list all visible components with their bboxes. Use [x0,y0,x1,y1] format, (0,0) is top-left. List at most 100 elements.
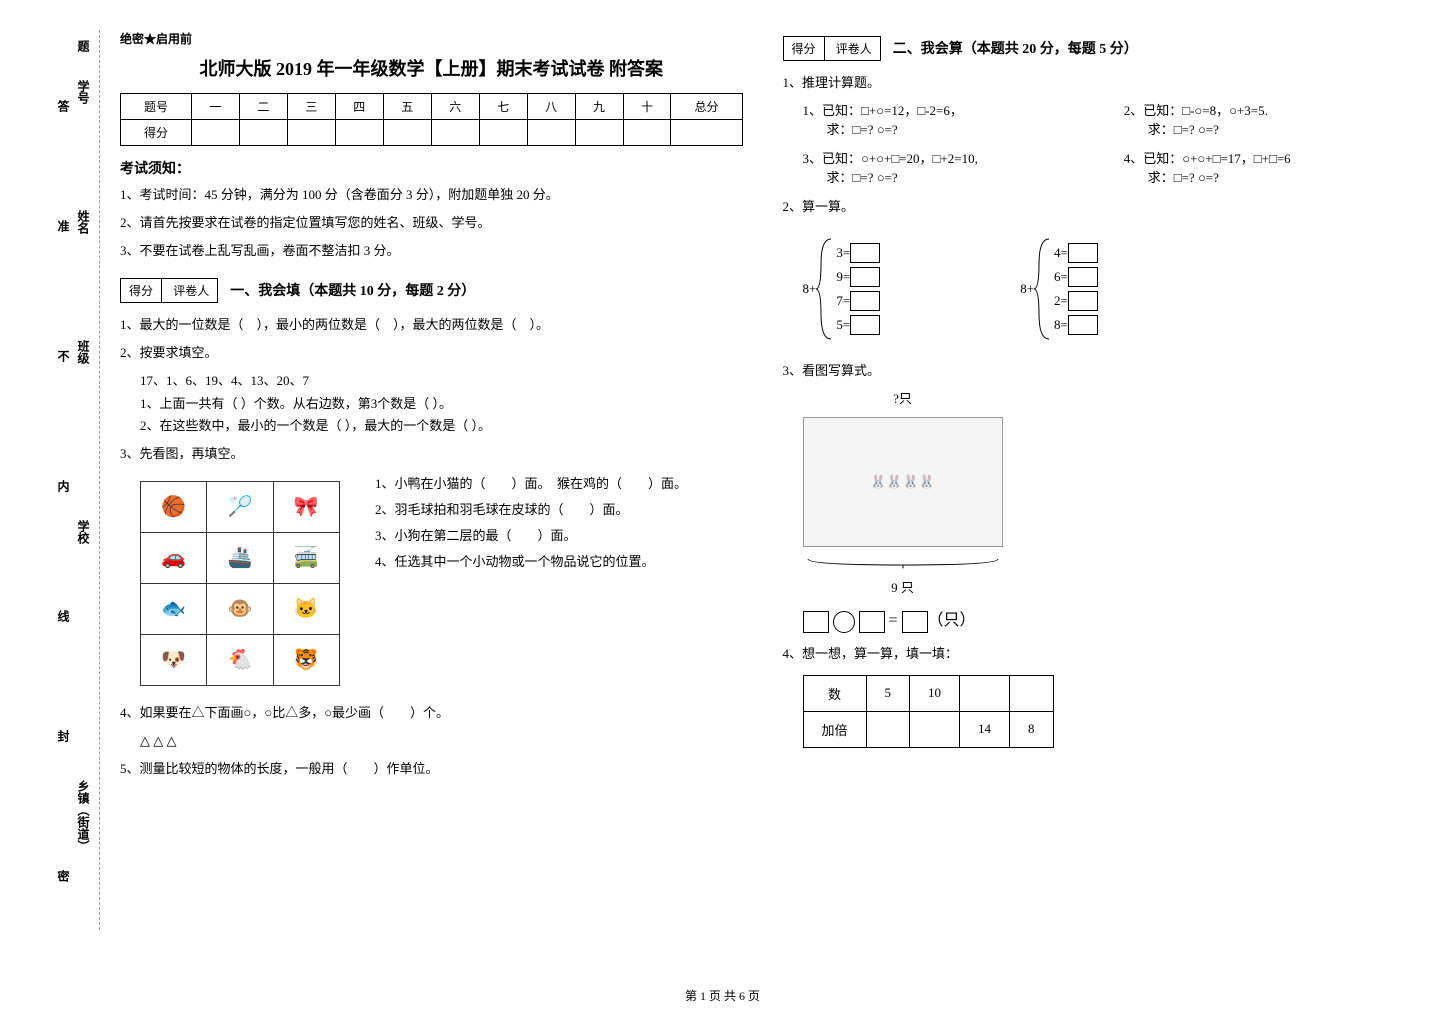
sidebar-label: 封 [55,730,72,742]
brace-item: 6= [1054,269,1068,285]
brace-item: 2= [1054,293,1068,309]
sidebar-label: 不 [55,350,72,362]
grid-cell: 🐵 [207,584,273,634]
sidebar-label: 班级 [75,340,92,364]
table-row: 题号 一 二 三 四 五 六 七 八 九 十 总分 [121,94,743,120]
question-sub: 4、已知：○+○+□=17，□+□=6 [1124,148,1405,167]
question-sub: 求：□=? ○=? [827,167,1084,186]
question: 4、想一想，算一算，填一填： [783,643,1406,665]
sidebar-label: 姓名 [75,210,92,234]
sidebar-label: 学校 [75,520,92,544]
table-cell: 九 [575,94,623,120]
sidebar-label: 学号 [75,80,92,104]
question-sub: △ △ △ [140,730,743,752]
table-row: 得分 [121,120,743,146]
question: 4、如果要在△下面画○，○比△多，○最少画（ ）个。 [120,702,743,724]
image-grid: 🏀 🏸 🎀 🚗 🚢 🚎 🐟 🐵 🐱 🐶 🐔 🐯 [140,481,340,686]
sidebar-label: 准 [55,220,72,232]
underbrace-icon [803,557,1003,573]
grid-cell: 🚢 [207,533,273,583]
grid-cell: 🏀 [141,482,207,532]
question: 1、最大的一位数是（ ），最小的两位数是（ ），最大的两位数是（ ）。 [120,314,743,336]
unit-label: （只） [928,612,976,629]
grid-cell: 🐶 [141,635,207,685]
table-cell: 5 [866,675,910,711]
question: 2、算一算。 [783,196,1406,218]
question-sub: 求：□=? ○=? [827,119,1084,138]
question-sub: 17、1、6、19、4、13、20、7 [140,370,743,392]
table-cell: 八 [527,94,575,120]
question-sub: 2、在这些数中，最小的一个数是（ ），最大的一个数是（ ）。 [140,415,743,437]
scorer-label: 评卷人 [828,37,880,60]
question: 3、先看图，再填空。 [120,443,743,465]
brace-prefix: 8+ [1020,281,1034,297]
brace-item: 3= [836,245,850,261]
equation-row: = （只） [803,606,1386,632]
grid-cell: 🐯 [274,635,339,685]
table-cell: 七 [479,94,527,120]
brace-prefix: 8+ [803,281,817,297]
table-cell: 数 [803,675,866,711]
fill-table: 数 5 10 加倍 14 8 [803,675,1054,748]
question: 2、按要求填空。 [120,342,743,364]
sidebar-label: 答 [55,100,72,112]
notice-item: 3、不要在试卷上乱写乱画，卷面不整洁扣 3 分。 [120,240,743,262]
question-sub: 2、羽毛球拍和羽毛球在皮球的（ ）面。 [375,497,743,523]
notice-item: 2、请首先按要求在试卷的指定位置填写您的姓名、班级、学号。 [120,212,743,234]
part1-title: 一、我会填（本题共 10 分，每题 2 分） [230,280,475,300]
sidebar-label: 乡镇（街道） [75,780,92,852]
part2-title: 二、我会算（本题共 20 分，每题 5 分） [893,38,1138,58]
grid-cell: 🐱 [274,584,339,634]
table-cell: 10 [910,675,960,711]
page-number: 第 1 页 共 6 页 [0,987,1445,1004]
question-sub: 1、小鸭在小猫的（ ）面。 猴在鸡的（ ）面。 [375,471,743,497]
grid-cell: 🏸 [207,482,273,532]
grid-cell: 🚎 [274,533,339,583]
question-sub: 4、任选其中一个小动物或一个物品说它的位置。 [375,549,743,575]
table-cell: 一 [191,94,239,120]
sidebar-label: 密 [55,870,72,882]
brace-icon [1034,234,1054,344]
table-cell: 六 [431,94,479,120]
table-cell: 加倍 [803,711,866,747]
question-sub: 2、已知：□-○=8，○+3=5. [1124,100,1405,119]
left-column: 绝密★启用前 北师大版 2019 年一年级数学【上册】期末考试试卷 附答案 题号… [120,30,743,786]
question-sub: 1、上面一共有（ ）个数。从右边数，第3个数是（ ）。 [140,393,743,415]
scorer-box: 得分 评卷人 [120,278,218,303]
table-row: 数 5 10 [803,675,1053,711]
question: 3、看图写算式。 [783,360,1406,382]
table-cell: 五 [383,94,431,120]
question-sub: 1、已知：□+○=12，□-2=6， [803,100,1084,119]
question-sub: 求：□=? ○=? [1148,119,1405,138]
sidebar-label: 内 [55,480,72,492]
question: 1、推理计算题。 [783,72,1406,94]
table-cell: 题号 [121,94,192,120]
question-sub: 求：□=? ○=? [1148,167,1405,186]
table-cell [910,711,960,747]
grid-cell: 🚗 [141,533,207,583]
grid-cell: 🎀 [274,482,339,532]
table-cell [960,675,1010,711]
table-cell: 十 [623,94,671,120]
question: 5、测量比较短的物体的长度，一般用（ ）作单位。 [120,758,743,780]
table-cell: 得分 [121,120,192,146]
scorer-label: 得分 [784,37,825,60]
sidebar-label: 线 [55,610,72,622]
table-cell: 三 [287,94,335,120]
q3-bottom-label: 9 只 [803,577,1003,596]
table-cell: 四 [335,94,383,120]
exam-title: 北师大版 2019 年一年级数学【上册】期末考试试卷 附答案 [120,55,743,81]
table-row: 加倍 14 8 [803,711,1053,747]
secret-label: 绝密★启用前 [120,30,743,47]
scorer-label: 得分 [121,279,162,302]
table-cell: 8 [1010,711,1054,747]
brace-group: 8+ 4= 6= 2= 8= [1020,234,1098,344]
notice-item: 1、考试时间：45 分钟，满分为 100 分（含卷面分 3 分），附加题单独 2… [120,184,743,206]
brace-item: 4= [1054,245,1068,261]
grid-cell: 🐔 [207,635,273,685]
table-cell: 总分 [671,94,742,120]
question-sub: 3、小狗在第二层的最（ ）面。 [375,523,743,549]
brace-item: 8= [1054,317,1068,333]
brace-item: 7= [836,293,850,309]
table-cell: 二 [239,94,287,120]
